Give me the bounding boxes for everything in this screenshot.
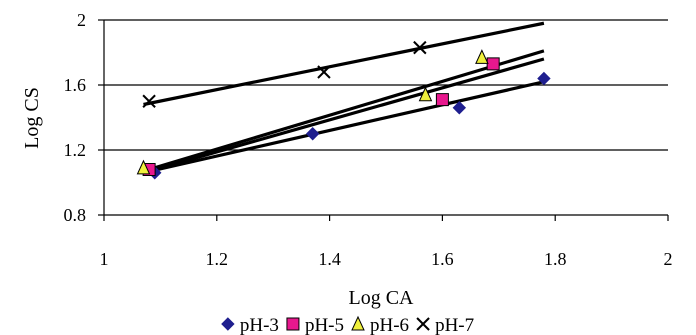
- legend-item: pH-7: [416, 315, 474, 335]
- data-point-ph-5: [486, 57, 500, 71]
- legend-item: pH-3: [221, 315, 279, 335]
- data-point-ph-6: [475, 49, 489, 64]
- x-tick-label: 1.8: [544, 249, 567, 269]
- legend-item: pH-6: [351, 315, 409, 335]
- legend: pH-3 pH-5 pH-6 pH-7: [221, 315, 474, 335]
- trendline-ph-5: [143, 57, 545, 175]
- y-axis-title: Log CS: [21, 87, 43, 149]
- legend-label: pH-6: [370, 315, 409, 335]
- tick-labels: 1 1.2 1.4 1.6 1.8 2 0.8 1.2 1.6 2: [64, 10, 673, 269]
- data-points: [136, 40, 551, 180]
- legend-marker: [221, 317, 235, 331]
- x-tick-label: 1.2: [206, 249, 229, 269]
- data-point-ph-5: [435, 93, 449, 107]
- x-tick-label: 1: [100, 249, 109, 269]
- legend-label: pH-7: [435, 315, 474, 335]
- legend-marker: [416, 317, 430, 331]
- x-axis-title: Log CA: [349, 287, 415, 309]
- y-tick-label: 1.2: [64, 140, 87, 160]
- y-tick-label: 0.8: [64, 205, 87, 225]
- y-tick-label: 2: [77, 10, 86, 30]
- y-tick-label: 1.6: [64, 75, 87, 95]
- trendline-ph-6: [143, 49, 545, 173]
- data-point-ph-3: [305, 127, 320, 141]
- legend-marker: [286, 317, 300, 331]
- legend-marker: [351, 315, 365, 331]
- x-tick-label: 1.4: [318, 249, 341, 269]
- legend-label: pH-5: [305, 315, 344, 335]
- data-point-ph-7: [317, 65, 331, 79]
- data-point-ph-6: [418, 86, 433, 102]
- legend-item: pH-5: [286, 315, 344, 335]
- axes: [98, 19, 669, 221]
- trendlines: [143, 21, 545, 175]
- x-tick-label: 2: [664, 249, 673, 269]
- data-point-ph-6: [136, 159, 151, 175]
- grid-lines: [104, 19, 668, 151]
- trendline-ph-3: [143, 80, 545, 175]
- x-tick-label: 1.6: [431, 249, 454, 269]
- data-point-ph-3: [537, 71, 551, 86]
- legend-label: pH-3: [240, 315, 279, 335]
- data-point-ph-7: [413, 40, 427, 55]
- data-point-ph-7: [142, 94, 156, 108]
- trendline-ph-7: [143, 21, 545, 107]
- data-point-ph-3: [452, 101, 467, 115]
